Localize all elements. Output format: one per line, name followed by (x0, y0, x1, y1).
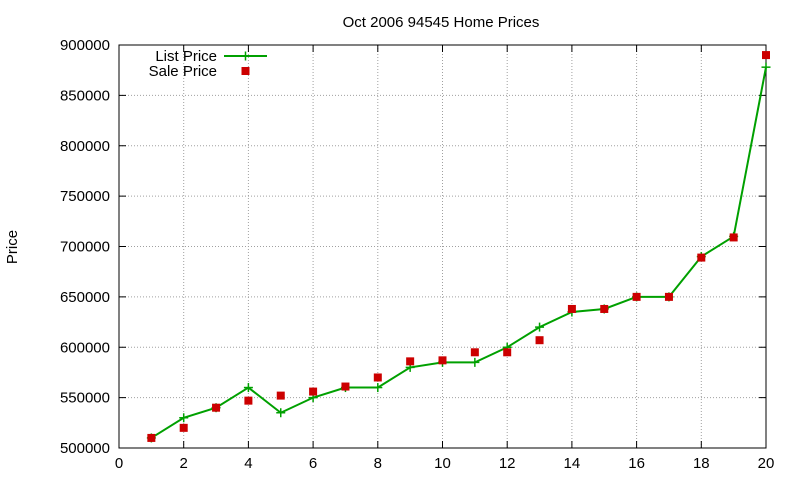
sale-price-point (664, 292, 673, 301)
list-price-line (150, 66, 767, 439)
sale-price-point (212, 403, 221, 412)
sale-price-point (600, 304, 609, 313)
x-tick-label: 4 (244, 455, 252, 472)
x-tick-label: 20 (758, 455, 775, 472)
sale-price-point (406, 357, 415, 366)
sale-price-point (341, 382, 350, 391)
x-tick-label: 0 (115, 455, 123, 472)
x-tick-label: 10 (434, 455, 451, 472)
axis-layer: 0 2 4 6 8 10 12 14 16 18 20 500000 550000 600000 65000… (60, 37, 774, 472)
list-price-point (179, 413, 189, 423)
sale-price-point (244, 396, 253, 405)
list-price-point (243, 383, 253, 393)
x-tick-label: 18 (693, 455, 710, 472)
sale-price-point (632, 292, 641, 301)
y-axis-label: Price (4, 230, 21, 264)
y-tick-label: 650000 (60, 289, 110, 306)
legend-swatch-square (241, 67, 250, 75)
y-tick-label: 700000 (60, 239, 110, 256)
y-tick-label: 900000 (60, 37, 110, 54)
list-price-point (373, 383, 383, 393)
x-tick-label: 6 (309, 455, 317, 472)
y-tick-label: 850000 (60, 87, 110, 104)
y-tick-label: 600000 (60, 339, 110, 356)
sale-price-point (438, 356, 447, 365)
y-tick-label: 550000 (60, 390, 110, 407)
list-price-point (276, 408, 286, 418)
sale-price-point (729, 233, 738, 242)
legend-label: List Price (155, 48, 217, 65)
chart-title: Oct 2006 94545 Home Prices (343, 14, 540, 31)
sale-price-point (535, 336, 544, 345)
y-tick-label: 750000 (60, 188, 110, 205)
sale-price-point (309, 387, 318, 396)
x-tick-label: 12 (499, 455, 516, 472)
x-tick-label: 8 (374, 455, 382, 472)
series-layer (146, 51, 771, 443)
sale-price-point (697, 253, 706, 262)
sale-price-point (503, 348, 512, 357)
x-tick-label: 2 (180, 455, 188, 472)
legend-swatch-marker (241, 51, 250, 61)
sale-price-point (567, 304, 576, 313)
x-tick-label: 14 (564, 455, 581, 472)
sale-price-point (276, 391, 285, 400)
y-tick-label: 800000 (60, 138, 110, 155)
list-price-point (535, 322, 545, 332)
y-tick-label: 500000 (60, 440, 110, 457)
list-price-point (761, 62, 771, 72)
sale-price-point (470, 348, 479, 357)
sale-price-point (147, 433, 156, 442)
sale-price-point (762, 51, 770, 60)
grid-layer (119, 45, 766, 448)
sale-price-point (373, 373, 382, 382)
list-price-point (470, 357, 480, 367)
legend-label: Sale Price (149, 63, 217, 80)
x-tick-label: 16 (628, 455, 645, 472)
sale-price-point (179, 423, 188, 432)
